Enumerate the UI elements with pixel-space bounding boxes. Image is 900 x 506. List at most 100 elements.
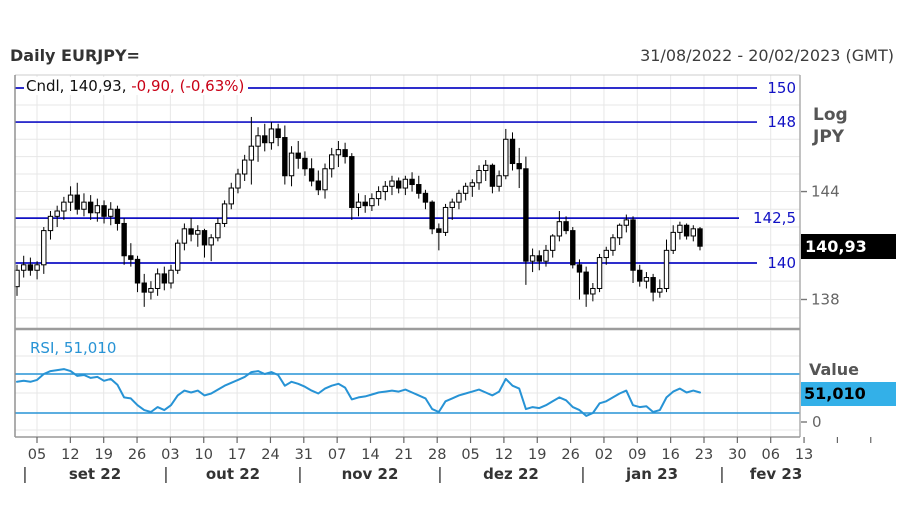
candle-body (563, 221, 569, 232)
candle-body (108, 208, 114, 217)
day-label: 06 (761, 447, 779, 463)
candle-body (670, 231, 676, 251)
month-label: set 22 (69, 465, 121, 483)
panel-borders (14, 74, 801, 438)
candle-body (476, 170, 482, 184)
day-label: 28 (428, 447, 446, 463)
level-label: 150 (767, 79, 796, 97)
candle-body (101, 205, 107, 217)
candle-body (369, 198, 375, 207)
candle-body (623, 219, 630, 226)
price-levels: 150 148 142,5 140 (15, 79, 796, 272)
candle-body (335, 149, 342, 156)
candle-body (154, 273, 161, 289)
candle-body (362, 201, 368, 207)
candle-legend[interactable]: Cndl, 140,93, -0,90, (-0,63%) (24, 77, 249, 95)
day-label: 09 (628, 447, 646, 463)
candle-body (47, 215, 54, 232)
month-divider: | (580, 464, 585, 483)
month-divider: | (163, 464, 168, 483)
level-label: 140 (767, 254, 796, 272)
month-divider: | (297, 464, 302, 483)
candle-body (148, 287, 154, 293)
candle-body (74, 194, 80, 210)
candle-body (543, 249, 549, 262)
legend-change-text: -0,90, (-0,63%) (131, 77, 245, 95)
candle-body (81, 201, 87, 210)
day-label: 23 (695, 447, 713, 463)
candle-body (483, 164, 489, 172)
candle-body (536, 255, 542, 262)
candle-body (402, 178, 409, 189)
day-label: 03 (161, 447, 179, 463)
candle-body (489, 164, 496, 187)
candle-body (375, 191, 382, 200)
candle-body (496, 175, 502, 187)
candle-body (657, 287, 663, 293)
day-label: 12 (495, 447, 513, 463)
last-price-badge: 140,93 (801, 234, 896, 259)
rsi-line[interactable] (16, 368, 701, 417)
candle-body (456, 192, 462, 203)
candle-body (221, 203, 228, 224)
candle-body (509, 138, 516, 165)
candle-body (429, 201, 435, 230)
candle-body (255, 135, 261, 147)
rsi-axis-title: Value (809, 360, 860, 379)
candle-body (262, 135, 268, 144)
candle-body (94, 205, 101, 214)
candle-body (241, 159, 248, 175)
candle-body (590, 287, 596, 295)
candle-body (556, 221, 563, 237)
candle-body (61, 201, 67, 212)
candle-body (570, 230, 576, 266)
day-label: 10 (195, 447, 213, 463)
candle-body (382, 185, 388, 193)
candle-body (308, 168, 315, 182)
day-label: 12 (61, 447, 79, 463)
right-axis: 144 138 (801, 183, 840, 423)
legend-series-text: Cndl, 140,93, (26, 77, 127, 95)
month-divider: | (437, 464, 442, 483)
candle-body (663, 249, 670, 289)
candle-body (215, 222, 221, 239)
scale-currency-label: JPY (813, 127, 845, 147)
day-label: 19 (94, 447, 112, 463)
candle-body (114, 208, 121, 224)
day-label: 07 (328, 447, 346, 463)
candle-body (195, 230, 201, 235)
candle-body (295, 152, 301, 159)
candle-body (637, 269, 643, 282)
candle-body (175, 242, 181, 271)
day-label: 05 (461, 447, 479, 463)
candle-body (422, 192, 429, 203)
candle-body (643, 277, 650, 282)
candles (14, 116, 703, 307)
candle-body (469, 182, 476, 187)
chart-title: Daily EURJPY= (10, 46, 140, 65)
candle-body (576, 264, 583, 273)
candle-body (54, 210, 60, 217)
level-label: 142,5 (753, 209, 796, 227)
candle-body (67, 194, 74, 203)
candle-body (121, 222, 127, 257)
day-label: 19 (528, 447, 546, 463)
candle-body (583, 271, 589, 295)
candle-body (610, 237, 616, 251)
month-divider: | (22, 464, 27, 483)
x-axis: 05 12 19 26 03 10 17 24 31 07 14 21 28 05 12 19 26 02 09 16… (22, 437, 872, 483)
month-label: jan 23 (625, 465, 678, 483)
candle-body (630, 219, 636, 271)
rsi-legend[interactable]: RSI, 51,010 (30, 339, 117, 357)
day-label: 24 (261, 447, 279, 463)
rsi-value-badge: 51,010 (801, 382, 896, 406)
candle-body (449, 201, 455, 208)
log-scale-label: Log JPY (813, 104, 848, 148)
candle-body (181, 228, 188, 244)
candle-body (128, 255, 134, 260)
day-label: 16 (661, 447, 679, 463)
candle-body (27, 264, 34, 271)
rsi-zero-label: 0 (812, 413, 822, 431)
